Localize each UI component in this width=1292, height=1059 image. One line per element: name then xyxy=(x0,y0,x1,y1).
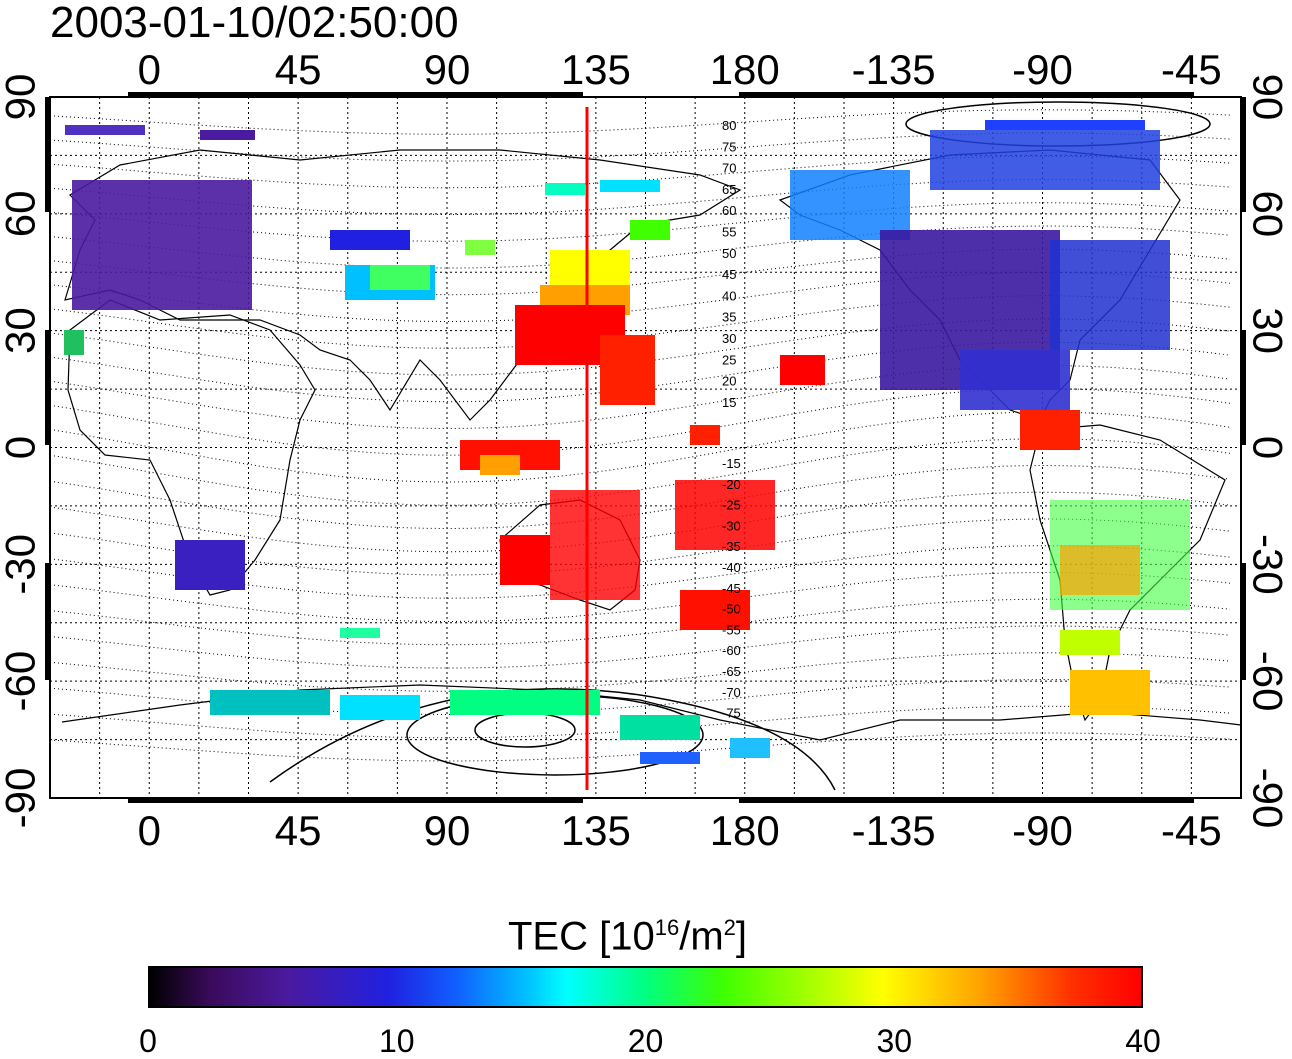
colorbar-tick-label: 40 xyxy=(1125,1023,1161,1059)
contour-label: -60 xyxy=(722,643,741,658)
lat-tick-label: 0 xyxy=(1245,436,1292,459)
contour-label: -50 xyxy=(722,602,741,617)
lon-tick-label: 90 xyxy=(424,807,471,854)
contour-label: -75 xyxy=(722,706,741,721)
contour-label: 45 xyxy=(722,267,736,282)
contour-line xyxy=(49,598,1231,646)
lon-tick-labels-top: 0 45 90 135 180 -135 -90 -45 xyxy=(138,46,1222,93)
lat-tick-labels-left: 90 60 30 0 -30 -60 -90 xyxy=(0,74,44,829)
lon-tick-labels-bottom: 0 45 90 135 180 -135 -90 -45 xyxy=(138,807,1222,854)
contour-label: 50 xyxy=(722,246,736,261)
colorbar-tick-label: 10 xyxy=(378,1023,415,1059)
tec-map: 80 75 70 65 60 55 50 45 40 35 30 25 20 15 -15 -20 -25 -3… xyxy=(0,46,1292,854)
contour-line xyxy=(49,248,1231,296)
contour-label: 75 xyxy=(722,139,736,154)
contour-line xyxy=(49,571,1231,623)
contour-line xyxy=(49,271,1231,323)
lat-tick-label: -60 xyxy=(1245,651,1292,712)
colorbar-tick-label: 0 xyxy=(139,1023,157,1059)
contour-label: 80 xyxy=(722,118,736,133)
contour-label: -65 xyxy=(722,664,741,679)
contour-label: 55 xyxy=(722,225,736,240)
coastline-africa xyxy=(67,299,316,596)
contour-labels-north: 80 75 70 65 60 55 50 45 40 35 30 25 20 15 xyxy=(722,118,736,410)
lon-tick-label: -45 xyxy=(1161,807,1222,854)
colorbar-tick-label: 30 xyxy=(876,1023,913,1059)
contour-label: 60 xyxy=(722,203,736,218)
contour-label: 20 xyxy=(722,374,736,389)
lon-tick-label: 180 xyxy=(710,807,780,854)
contour-label: 35 xyxy=(722,310,736,325)
lon-tick-label: 135 xyxy=(561,807,631,854)
lat-tick-label: -90 xyxy=(0,768,44,829)
lon-tick-label: -135 xyxy=(852,807,936,854)
contour-label: -70 xyxy=(722,685,741,700)
lon-tick-label: 45 xyxy=(275,807,322,854)
lon-tick-label: 180 xyxy=(710,46,780,93)
lat-tick-label: -60 xyxy=(0,651,44,712)
contour-label: 30 xyxy=(722,331,736,346)
lon-tick-label: 135 xyxy=(561,46,631,93)
lat-tick-label: 60 xyxy=(0,190,44,237)
contour-label: -20 xyxy=(722,477,741,492)
colorbar-tick-label: 20 xyxy=(627,1023,664,1059)
contour-label: 40 xyxy=(722,288,736,303)
lon-tick-label: 0 xyxy=(138,807,161,854)
contour-line xyxy=(49,732,1231,762)
lon-tick-label: 0 xyxy=(138,46,161,93)
lat-tick-label: -90 xyxy=(1245,768,1292,829)
lat-tick-label: 0 xyxy=(0,436,44,459)
contour-label: -45 xyxy=(722,581,741,596)
lon-tick-label: -135 xyxy=(852,46,936,93)
colorbar-title: TEC [1016/m2] xyxy=(508,914,748,959)
lon-tick-label: -90 xyxy=(1012,807,1073,854)
contour-label: 15 xyxy=(722,395,736,410)
contour-label: 65 xyxy=(722,182,736,197)
contour-label: -15 xyxy=(722,456,741,471)
lon-tick-label: 90 xyxy=(424,46,471,93)
contour-label: -30 xyxy=(722,518,741,533)
lat-tick-label: 30 xyxy=(0,307,44,354)
lon-tick-label: -45 xyxy=(1161,46,1222,93)
contour-label: -35 xyxy=(722,539,741,554)
contour-label: -55 xyxy=(722,622,741,637)
lat-tick-label: -30 xyxy=(1245,534,1292,595)
lat-tick-label: 30 xyxy=(1245,307,1292,354)
contour-label: -40 xyxy=(722,560,741,575)
colorbar xyxy=(148,966,1143,1008)
tec-data-patches xyxy=(64,120,1190,764)
lat-tick-label: 90 xyxy=(0,74,44,121)
frame-bars xyxy=(45,92,1246,803)
contour-labels-south: -15 -20 -25 -30 -35 -40 -45 -50 -55 -60 -65 -70 -75 xyxy=(722,456,741,721)
lat-tick-label: 60 xyxy=(1245,190,1292,237)
contour-line xyxy=(49,109,1231,135)
lon-tick-label: -90 xyxy=(1012,46,1073,93)
lon-tick-label: 45 xyxy=(275,46,322,93)
map-title: 2003-01-10/02:50:00 xyxy=(50,0,459,47)
contour-label: 70 xyxy=(722,161,736,176)
lat-tick-label: -30 xyxy=(0,534,44,595)
lat-tick-label: 90 xyxy=(1245,74,1292,121)
lat-tick-labels-right: 90 60 30 0 -30 -60 -90 xyxy=(1245,74,1292,829)
contour-label: 25 xyxy=(722,352,736,367)
contour-label: -25 xyxy=(722,498,741,513)
